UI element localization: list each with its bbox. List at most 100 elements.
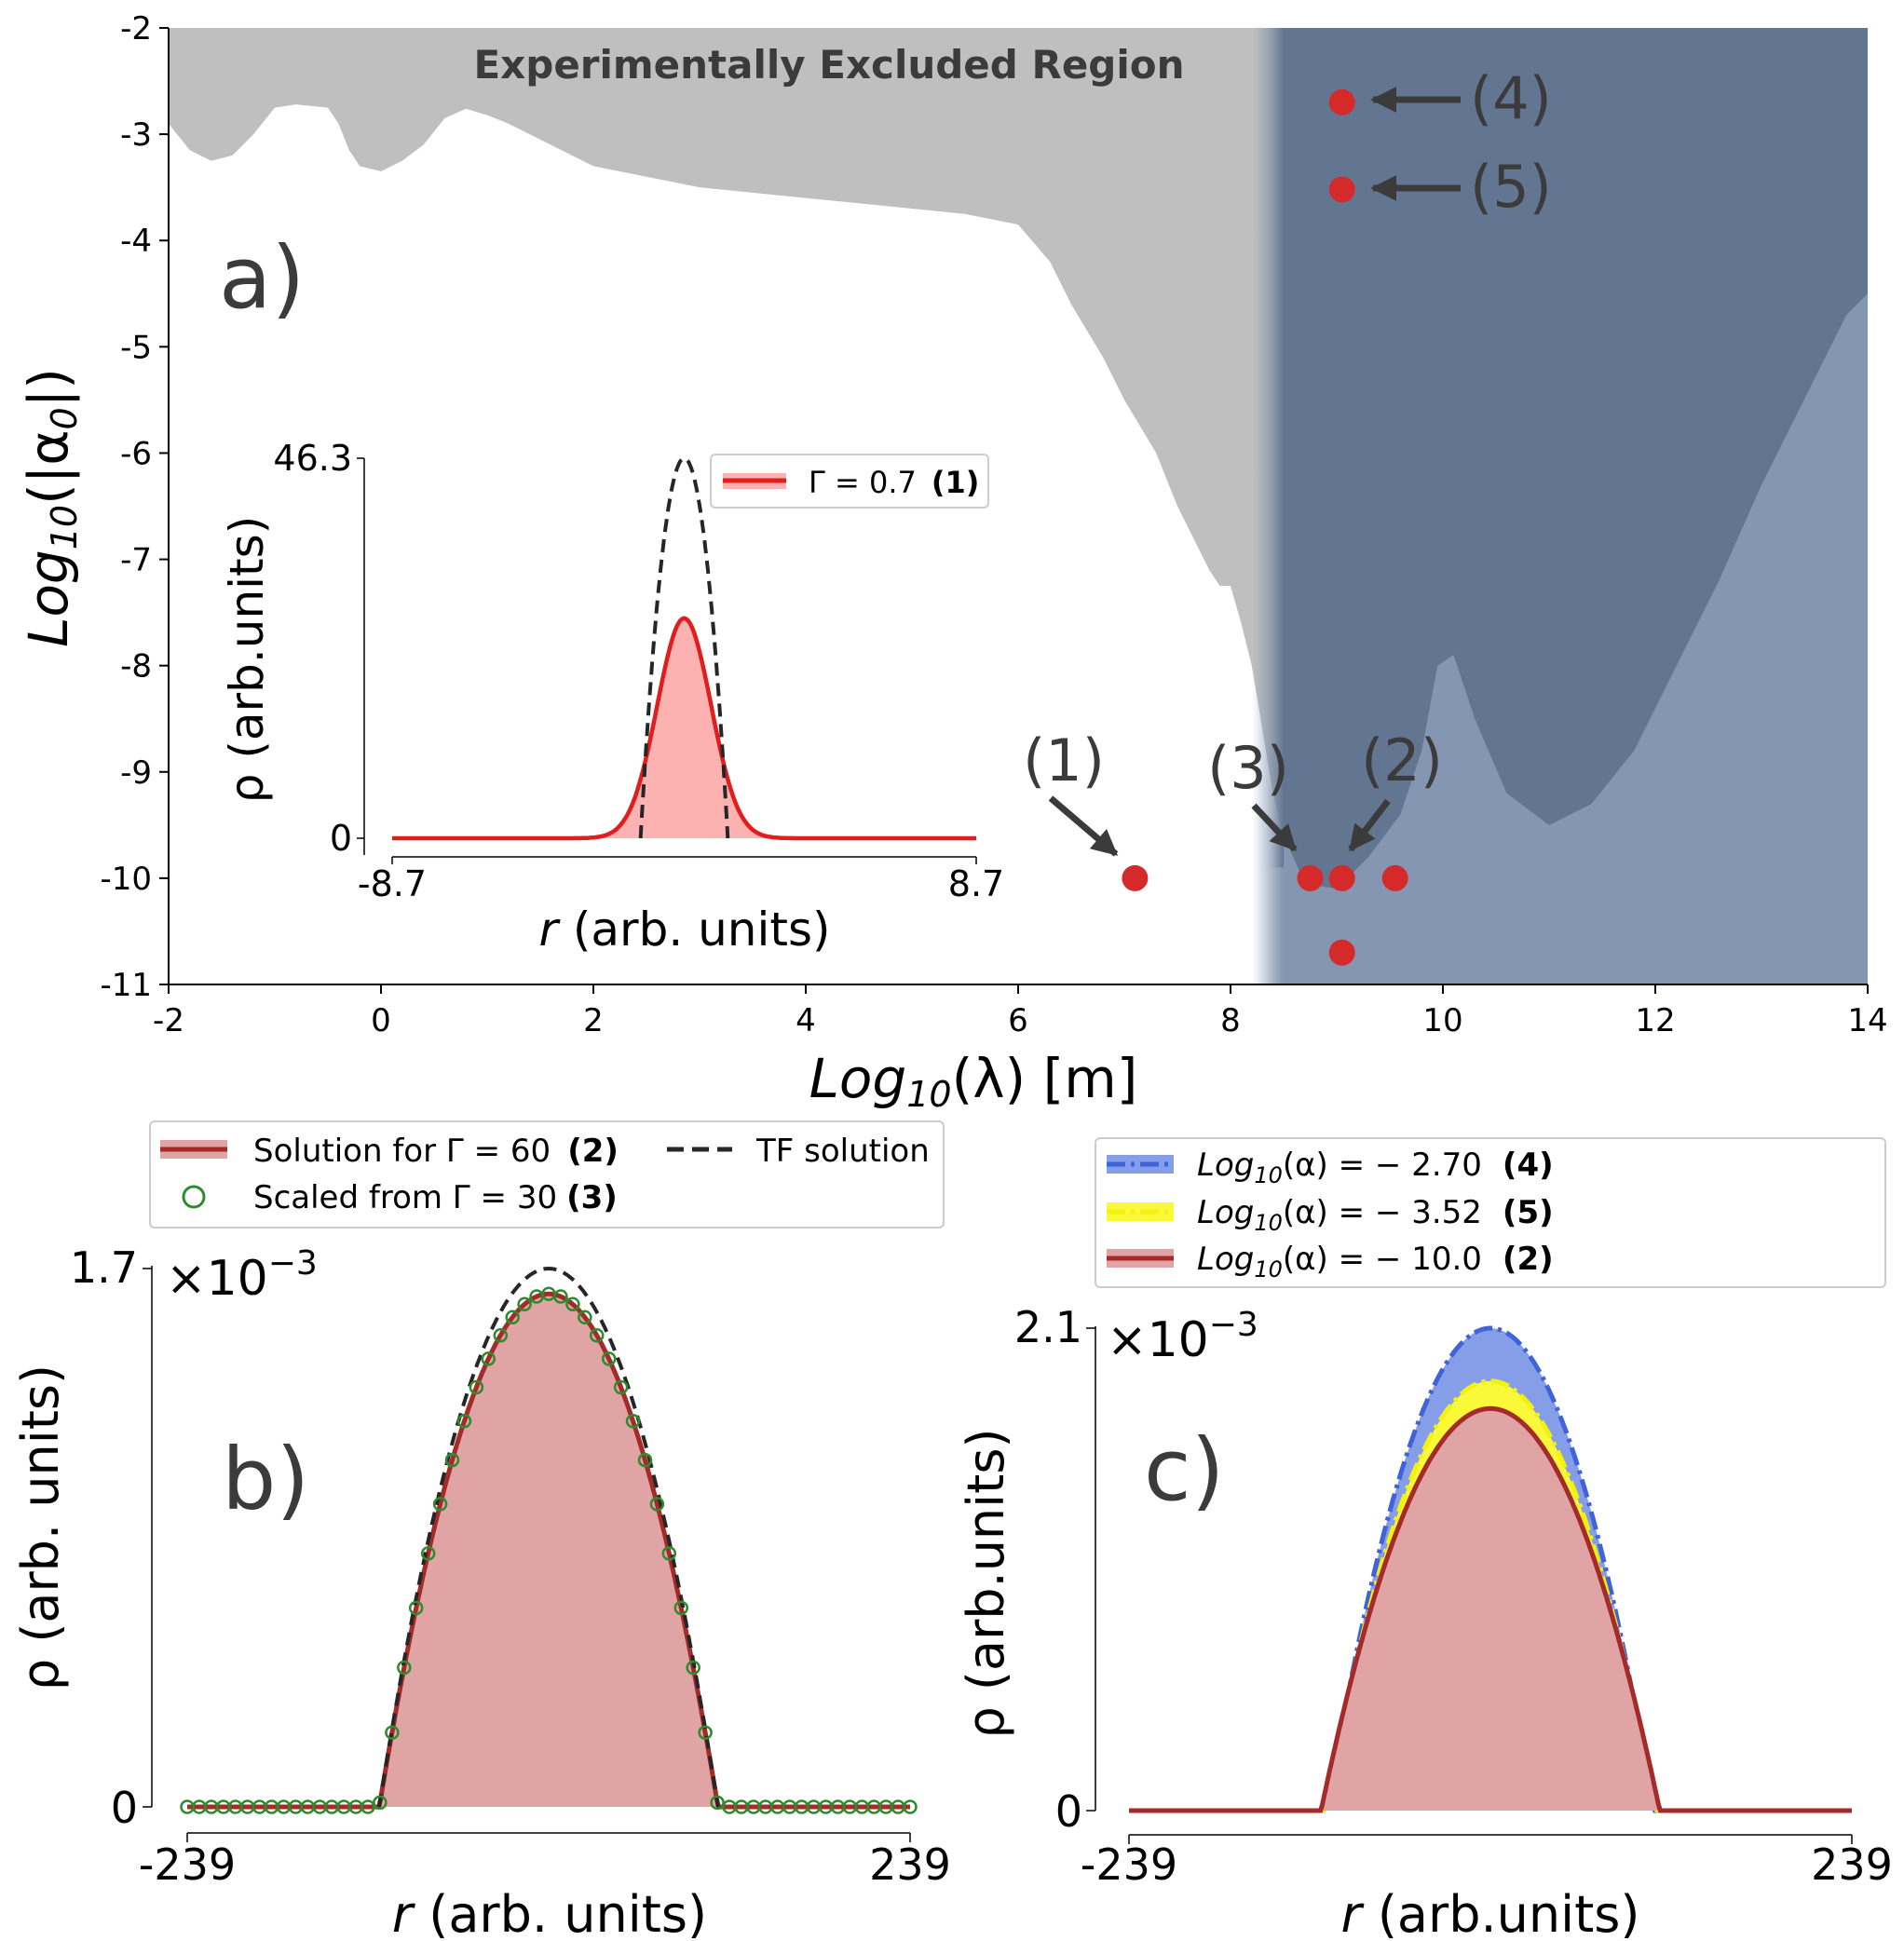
panel-c-x-label-r: r [1341, 1885, 1365, 1941]
panel-b-tf-curve [377, 1266, 720, 1808]
inset-tf-curve [638, 455, 730, 839]
annotation-4: (4) [1370, 64, 1552, 132]
inset-legend-text: Γ = 0.7 [809, 465, 917, 500]
panel-c-label: c) [1144, 1420, 1224, 1520]
legend-2-sub: 10 [1254, 1256, 1283, 1283]
legend-4-sub: 10 [1254, 1162, 1283, 1188]
legend-4-label: Log10(α) = − 2.70 (4) [1197, 1147, 1554, 1188]
y-tick-label-2: -4 [120, 223, 152, 260]
inset-gamma-fill [392, 618, 976, 838]
y-label-log: Log [17, 550, 80, 647]
scaled-marker-43 [698, 1725, 713, 1740]
panel-b-legend-box [149, 1120, 945, 1228]
scaled-marker-35 [601, 1351, 617, 1366]
scaled-marker-32 [565, 1296, 580, 1312]
inset-legend: Γ = 0.7 (1) [710, 454, 989, 509]
legend-scaled-label: Scaled from Γ = 30 (3) [253, 1179, 618, 1216]
inset-x-label: r (arb. units) [538, 903, 830, 957]
panel-b-solution-fill [187, 1294, 910, 1807]
panel-c-y-tick-label-top: 2.1 [1014, 1302, 1082, 1352]
annotation-5: (5) [1370, 153, 1552, 221]
scaled-marker-34 [589, 1328, 605, 1343]
legend-scaled-marker [182, 1185, 206, 1209]
data-point-0 [1122, 864, 1149, 891]
scaled-marker-27 [505, 1310, 520, 1325]
scaled-marker-18 [397, 1660, 412, 1676]
scaled-marker-17 [385, 1725, 400, 1740]
x-label-sub: 10 [906, 1074, 951, 1115]
y-label-end: |) [17, 368, 80, 407]
panel-c-series-2-curve [1129, 1405, 1852, 1813]
annotation-3: (3) [1207, 734, 1298, 852]
scaled-marker-24 [469, 1379, 484, 1395]
panel-a-label: a) [219, 228, 305, 328]
x-tick-label-8: 14 [1847, 1002, 1887, 1039]
panel-b-x-label-r: r [392, 1885, 415, 1941]
scaled-marker-42 [686, 1660, 700, 1676]
legend-2-tag: (2) [1503, 1241, 1554, 1278]
inset-x-label-r: r [538, 903, 561, 957]
panel-c-scale-factor: ×10−3 [1107, 1306, 1258, 1368]
legend-5-main: Log [1197, 1194, 1254, 1231]
data-point-1 [1297, 864, 1324, 891]
x-tick-label-3: 4 [796, 1002, 816, 1039]
inset-y-tick-label-top: 46.3 [273, 438, 352, 479]
panel-b-legend: Solution for Γ = 60 (2) Scaled from Γ = 3… [149, 1120, 945, 1228]
legend-scaled-text: Scaled from Γ = 30 [253, 1179, 557, 1216]
inset-y-tick-label-bottom: 0 [330, 818, 352, 859]
panel-c-y-label: ρ (arb.units) [957, 1428, 1015, 1738]
y-label-rest: (|α [17, 429, 80, 504]
inset-y-label: ρ (arb.units) [220, 516, 274, 803]
annotation-1-label: (1) [1023, 726, 1105, 794]
scaled-marker-44 [710, 1795, 725, 1811]
annotation-5-label: (5) [1470, 153, 1552, 221]
panel-b-scale-exp: −3 [268, 1244, 318, 1283]
scaled-marker-41 [673, 1600, 689, 1616]
inset-x-tick-label-right: 8.7 [948, 863, 1004, 904]
panel-a-x-label: Log10(λ) [m] [809, 1047, 1138, 1115]
inset-x-tick-label-left: -8.7 [358, 863, 427, 904]
panel-b-y-tick-label-top: 1.7 [70, 1242, 138, 1293]
scaled-marker-40 [661, 1546, 677, 1561]
inset-legend-label: Γ = 0.7 (1) [809, 465, 979, 500]
x-tick-label-2: 2 [583, 1002, 604, 1039]
x-tick-label-7: 12 [1635, 1002, 1675, 1039]
y-tick-label-5: -7 [120, 542, 152, 579]
x-tick-label-1: 0 [371, 1002, 391, 1039]
inset-legend-tag: (1) [932, 465, 980, 500]
legend-2-label: Log10(α) = − 10.0 (2) [1197, 1241, 1554, 1283]
scaled-marker-20 [420, 1546, 436, 1561]
data-point-5 [1328, 88, 1355, 115]
panel-b-x-label-rest: (arb. units) [413, 1885, 707, 1941]
scaled-marker-38 [637, 1452, 653, 1468]
legend-4-tag: (4) [1503, 1147, 1554, 1184]
panel-c-x-label-rest: (arb.units) [1362, 1885, 1640, 1941]
panel-b-x-tick-label-right: 239 [869, 1839, 951, 1890]
inset-legend-box [710, 454, 989, 509]
annotation-3-arrow [1251, 803, 1298, 852]
panel-b-scaled-markers [180, 1286, 918, 1814]
panel-b-y-tick-label-bottom: 0 [111, 1783, 138, 1833]
panel-a-y-label: Log10(|α0|) [17, 368, 85, 647]
light-region-edge [1251, 867, 1284, 984]
data-point-3 [1381, 864, 1408, 891]
scaled-marker-60 [903, 1799, 918, 1814]
data-point-6 [1328, 176, 1355, 203]
legend-5-tag: (5) [1503, 1194, 1554, 1231]
panel-b-x-tick-label-left: -239 [139, 1839, 236, 1890]
panel-c-x-label: r (arb.units) [1341, 1885, 1640, 1941]
panel-b-solution-curve [187, 1291, 910, 1810]
y-tick-label-0: -2 [120, 10, 152, 48]
panel-b-y-label: ρ (arb. units) [11, 1364, 70, 1690]
scaled-marker-16 [373, 1795, 388, 1811]
inset-x-label-rest: (arb. units) [558, 903, 831, 957]
annotation-3-label: (3) [1207, 734, 1289, 802]
y-tick-label-6: -8 [120, 648, 152, 685]
panel-b-scale-factor: ×10−3 [166, 1244, 318, 1307]
annotation-2-arrow [1348, 798, 1391, 852]
inset-gamma-curve [392, 616, 976, 841]
y-tick-label-8: -10 [100, 861, 152, 898]
panel-b-scale-base: ×10 [166, 1251, 268, 1307]
x-tick-label-0: -2 [153, 1002, 184, 1039]
light-region [1284, 293, 1868, 984]
